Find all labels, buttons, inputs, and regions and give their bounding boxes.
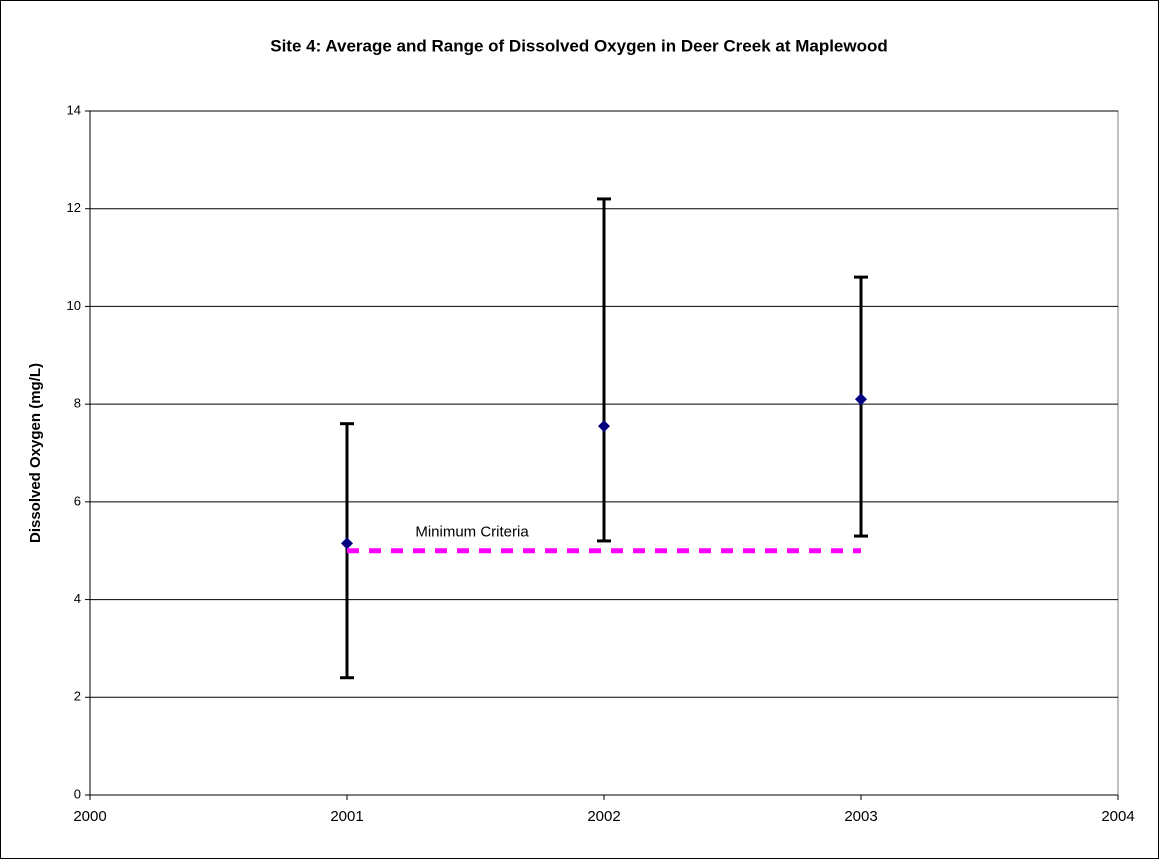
y-tick-label: 10 [67, 298, 81, 313]
x-tick-label: 2002 [587, 808, 620, 825]
y-tick-label: 0 [74, 786, 81, 801]
marker [598, 420, 610, 433]
y-axis-label: Dissolved Oxygen (mg/L) [27, 363, 44, 543]
x-tick-label: 2004 [1101, 808, 1134, 825]
y-tick-label: 8 [74, 396, 81, 411]
y-tick-label: 2 [74, 689, 81, 704]
x-tick-label: 2003 [844, 808, 877, 825]
y-tick-label: 12 [67, 200, 81, 215]
chart-title: Site 4: Average and Range of Dissolved O… [270, 36, 888, 55]
y-tick-label: 4 [74, 591, 81, 606]
y-tick-label: 6 [74, 493, 81, 508]
y-tick-label: 14 [67, 102, 81, 117]
marker [855, 393, 867, 406]
x-tick-label: 2001 [330, 808, 363, 825]
marker [341, 537, 353, 550]
criteria-label: Minimum Criteria [415, 524, 529, 541]
x-tick-label: 2000 [73, 808, 106, 825]
